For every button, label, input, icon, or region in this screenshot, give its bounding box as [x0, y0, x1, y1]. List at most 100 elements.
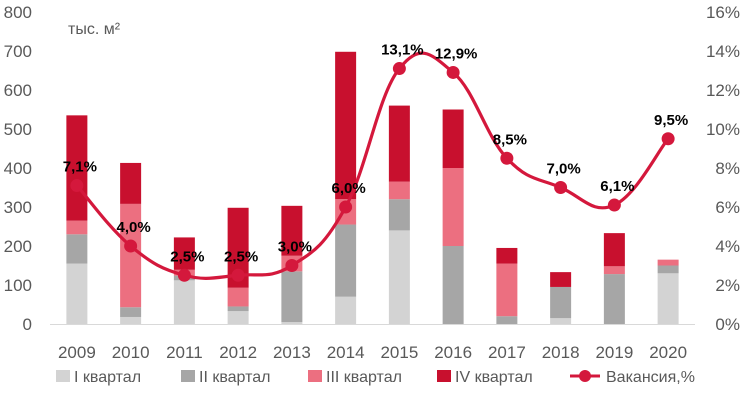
bar-segment: [388, 181, 410, 200]
bar-segment: [603, 266, 625, 275]
bar-segment: [496, 247, 518, 264]
right-tick-label: 8%: [715, 159, 740, 178]
bar-segment: [603, 233, 625, 267]
bar-segment: [335, 224, 357, 297]
right-axis: 0% 2% 4% 6% 8% 10% 12% 14% 16%: [706, 3, 740, 334]
unit-label: тыс. м²: [68, 21, 121, 38]
bar-segment: [66, 220, 88, 235]
right-tick-label: 4%: [715, 237, 740, 256]
vacancy-label: 6,1%: [600, 178, 634, 195]
bar-segment: [442, 109, 464, 168]
bar-segment: [120, 162, 142, 204]
left-tick-label: 700: [4, 42, 32, 61]
bar-segment: [388, 105, 410, 182]
bar-segment: [442, 246, 464, 324]
vacancy-point: [231, 268, 245, 282]
legend-item: I квартал: [56, 369, 141, 386]
vacancy-label: 2,5%: [170, 248, 204, 265]
vacancy-labels: 7,1% 4,0% 2,5% 2,5% 3,0% 6,0% 13,1% 12,9% 8,5% 7,…: [63, 42, 688, 266]
vacancy-label: 9,5%: [654, 112, 688, 129]
right-tick-label: 6%: [715, 198, 740, 217]
vacancy-label: 7,0%: [547, 161, 581, 178]
bar-segment: [496, 263, 518, 317]
x-tick-label: 2020: [649, 343, 687, 362]
vacancy-label: 8,5%: [493, 131, 527, 148]
vacancy-point: [392, 62, 406, 76]
legend-item: II квартал: [181, 369, 270, 386]
bar-segment: [603, 274, 625, 324]
bar-segment: [657, 273, 679, 324]
vacancy-label: 7,1%: [63, 159, 97, 176]
x-tick-label: 2013: [273, 343, 311, 362]
vacancy-point: [339, 200, 353, 214]
bar-segment: [281, 322, 303, 324]
bar-segment: [388, 230, 410, 324]
right-tick-label: 16%: [706, 3, 740, 22]
vacancy-label: 3,0%: [278, 239, 312, 256]
bar-segment: [657, 265, 679, 274]
vacancy-point: [607, 198, 621, 212]
legend-swatch: [56, 370, 70, 382]
bar-segment: [550, 272, 572, 287]
x-axis: 2009 2010 2011 2012 2013 2014 2015 2016 2017 2018…: [58, 343, 687, 362]
legend-label: IV квартал: [455, 369, 533, 386]
vacancy-point: [177, 268, 191, 282]
legend-swatch: [181, 370, 195, 382]
bar-segment: [173, 280, 195, 324]
bar-segment: [550, 318, 572, 324]
left-tick-label: 500: [4, 120, 32, 139]
legend-swatch: [437, 370, 451, 382]
bar-segment: [66, 263, 88, 324]
bar-segment: [227, 287, 249, 307]
legend-item: Вакансия,%: [570, 369, 695, 386]
right-tick-label: 2%: [715, 276, 740, 295]
vacancy-point: [285, 259, 299, 272]
bar-segment: [335, 51, 357, 200]
left-tick-label: 800: [4, 3, 32, 22]
legend-label: I квартал: [74, 369, 141, 386]
bar-segment: [442, 168, 464, 246]
x-tick-label: 2011: [166, 343, 203, 362]
x-tick-label: 2016: [434, 343, 472, 362]
left-tick-label: 0: [23, 315, 32, 334]
bar-segment: [66, 234, 88, 264]
left-tick-label: 600: [4, 81, 32, 100]
x-tick-label: 2017: [488, 343, 526, 362]
left-tick-label: 200: [4, 237, 32, 256]
vacancy-point: [446, 65, 460, 79]
left-tick-label: 300: [4, 198, 32, 217]
vacancy-label: 2,5%: [224, 248, 258, 265]
left-tick-label: 100: [4, 276, 32, 295]
legend: I квартал II квартал III квартал IV квартал…: [56, 369, 695, 386]
legend-swatch: [308, 370, 322, 382]
left-axis: 0 100 200 300 400 500 600 700 800: [4, 3, 32, 334]
legend-label: II квартал: [199, 369, 270, 386]
bar-segment: [657, 259, 679, 266]
legend-label: Вакансия,%: [606, 369, 695, 386]
vacancy-point: [554, 181, 568, 194]
vacancy-point: [70, 179, 84, 193]
bar-segment: [227, 306, 249, 312]
bar-segment: [281, 205, 303, 256]
bar-segment: [120, 316, 142, 324]
right-tick-label: 14%: [706, 42, 740, 61]
left-tick-label: 400: [4, 159, 32, 178]
bar-segment: [173, 237, 195, 270]
x-tick-label: 2019: [595, 343, 633, 362]
vacancy-label: 4,0%: [117, 219, 151, 236]
x-tick-label: 2015: [380, 343, 418, 362]
vacancy-point: [124, 239, 138, 253]
x-tick-label: 2014: [327, 343, 365, 362]
x-tick-label: 2012: [219, 343, 257, 362]
x-tick-label: 2018: [542, 343, 580, 362]
vacancy-point: [661, 132, 675, 146]
vacancy-label: 12,9%: [435, 45, 478, 62]
vacancy-points: [70, 62, 675, 282]
vacancy-point: [500, 151, 514, 165]
bar-segment: [550, 286, 572, 319]
right-tick-label: 12%: [706, 81, 740, 100]
bar-segment: [335, 296, 357, 324]
legend-label: III квартал: [326, 369, 402, 386]
x-tick-label: 2009: [58, 343, 96, 362]
